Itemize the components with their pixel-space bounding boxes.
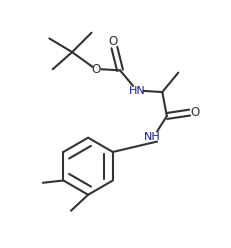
Text: NH: NH	[144, 131, 160, 142]
Text: O: O	[191, 106, 200, 119]
Text: O: O	[91, 63, 101, 76]
Text: HN: HN	[129, 86, 146, 96]
Text: O: O	[109, 35, 118, 48]
